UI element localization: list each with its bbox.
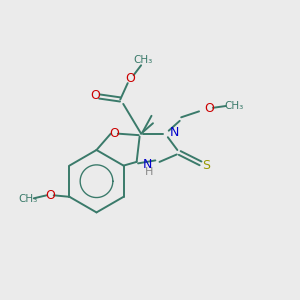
Text: CH₃: CH₃ [18,194,38,204]
Text: N: N [169,126,179,139]
Text: O: O [90,88,100,101]
Text: O: O [110,127,119,140]
Text: S: S [202,159,210,172]
Text: O: O [126,72,136,85]
Text: O: O [45,189,55,202]
Text: N: N [143,158,152,171]
Text: CH₃: CH₃ [224,101,243,111]
Text: CH₃: CH₃ [134,55,153,65]
Text: H: H [145,167,153,177]
Text: O: O [205,103,214,116]
